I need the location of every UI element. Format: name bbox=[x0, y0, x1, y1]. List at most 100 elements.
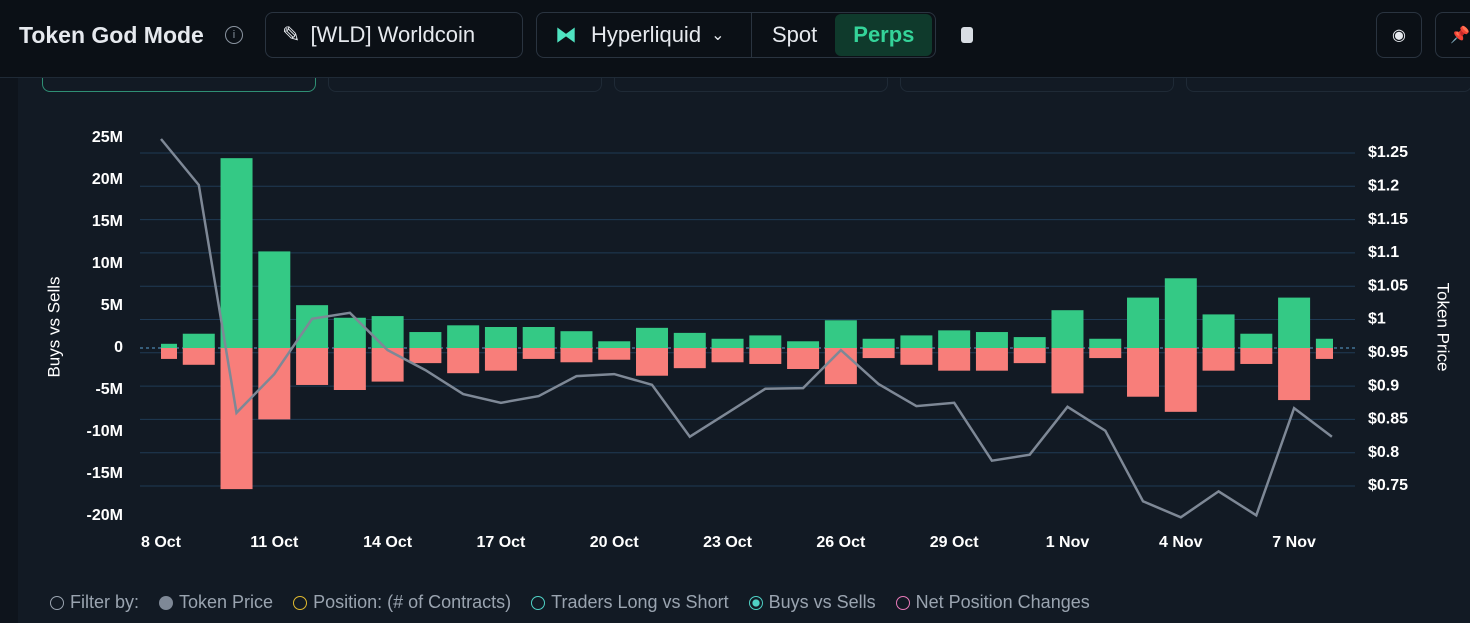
exchange-name: Hyperliquid bbox=[591, 22, 702, 47]
bar bbox=[1164, 278, 1197, 348]
token-selector[interactable]: ✎ [WLD] Worldcoin bbox=[265, 12, 523, 58]
bar bbox=[900, 348, 933, 365]
bar bbox=[1089, 338, 1122, 348]
bar bbox=[824, 320, 857, 348]
bar bbox=[296, 348, 329, 385]
bar bbox=[900, 335, 933, 348]
bar bbox=[560, 348, 593, 363]
y2-tick-label: $1.1 bbox=[1368, 244, 1399, 261]
bar bbox=[1089, 348, 1122, 359]
bar bbox=[409, 348, 442, 364]
tab[interactable]: Spot bbox=[772, 22, 818, 47]
y2-tick-label: $0.9 bbox=[1368, 377, 1399, 394]
bar bbox=[1315, 348, 1333, 359]
copy-icon[interactable] bbox=[961, 27, 973, 43]
chart: Buys vs Sells Token Price $0.75 $0.8 $0.85… bbox=[44, 129, 1453, 551]
y2-tick-label: $0.85 bbox=[1368, 411, 1408, 428]
pin-button[interactable]: 📌 bbox=[1435, 12, 1470, 58]
bar bbox=[447, 348, 480, 374]
y-tick-label: 15M bbox=[92, 213, 123, 230]
x-tick-label: 8 Oct bbox=[141, 534, 182, 551]
tab-stub bbox=[614, 78, 888, 92]
y-tick-label: 25M bbox=[92, 129, 123, 146]
token-name: [WLD] Worldcoin bbox=[310, 22, 476, 47]
bar bbox=[1164, 348, 1197, 412]
y-tick-label: -10M bbox=[87, 423, 123, 440]
bar bbox=[711, 348, 744, 363]
filter-text: Traders Long vs Short bbox=[551, 592, 729, 612]
y-tick-label: 5M bbox=[101, 297, 123, 314]
y2-tick-label: $1.2 bbox=[1368, 178, 1399, 195]
price-line bbox=[160, 138, 1333, 519]
x-tick-label: 23 Oct bbox=[703, 534, 753, 551]
bar bbox=[787, 348, 820, 369]
bar bbox=[862, 348, 895, 359]
x-tick-label: 29 Oct bbox=[930, 534, 980, 551]
y2-axis-label: Token Price bbox=[1434, 283, 1453, 372]
filter-text: Position: (# of Contracts) bbox=[313, 592, 512, 612]
y-axis-label: Buys vs Sells bbox=[44, 276, 63, 377]
bar bbox=[598, 341, 631, 348]
exchange-group: ⧓ Hyperliquid ⌄ Spot Perps bbox=[536, 12, 936, 58]
top-bar: Token God Mode i ✎ [WLD] Worldcoin ⧓ Hyper… bbox=[0, 0, 1470, 78]
filter-text: Net Position Changes bbox=[915, 592, 1090, 612]
x-tick-label: 26 Oct bbox=[816, 534, 866, 551]
bar bbox=[333, 348, 366, 390]
bar bbox=[1278, 348, 1311, 401]
bar bbox=[182, 333, 215, 348]
bar bbox=[1013, 348, 1046, 364]
bar bbox=[484, 348, 517, 371]
bar bbox=[161, 348, 177, 359]
bar bbox=[673, 348, 706, 369]
plot bbox=[161, 158, 1333, 490]
bar bbox=[1051, 310, 1084, 348]
y-tick-label: -5M bbox=[95, 381, 123, 398]
filter-label-text: Filter by: bbox=[70, 592, 140, 612]
bar bbox=[522, 327, 555, 348]
filter-text: Buys vs Sells bbox=[768, 592, 876, 612]
bar bbox=[749, 335, 782, 348]
bar bbox=[1240, 348, 1273, 364]
x-tick-label: 20 Oct bbox=[590, 534, 640, 551]
bar bbox=[824, 348, 857, 385]
y2-tick-label: $0.95 bbox=[1368, 344, 1408, 361]
filter-option[interactable]: Token Price bbox=[159, 592, 273, 613]
eye-button[interactable]: ◉ bbox=[1376, 12, 1422, 58]
bar bbox=[1202, 314, 1235, 348]
exchange-selector[interactable]: ⧓ Hyperliquid ⌄ bbox=[537, 13, 752, 57]
filter-option[interactable]: Buys vs Sells bbox=[748, 592, 876, 613]
page-title: Token God Mode bbox=[19, 22, 204, 48]
y2-tick-label: $0.8 bbox=[1368, 444, 1399, 461]
tab-active[interactable]: Perps bbox=[835, 14, 933, 56]
y2-tick-label: $1.15 bbox=[1368, 211, 1408, 228]
bar bbox=[1013, 337, 1046, 348]
info-icon[interactable]: i bbox=[225, 26, 243, 44]
filter-label: Filter by: bbox=[50, 592, 139, 613]
bar bbox=[161, 343, 177, 348]
bar bbox=[220, 158, 253, 348]
y2-tick-label: $1 bbox=[1368, 311, 1386, 328]
y-tick-label: -20M bbox=[87, 507, 123, 524]
x-tick-label: 4 Nov bbox=[1159, 534, 1203, 551]
y-tick-label: 0 bbox=[114, 339, 123, 356]
filter-option[interactable]: Net Position Changes bbox=[895, 592, 1090, 613]
filter-bar: Filter by: Token Price Position: (# of C… bbox=[50, 592, 1090, 613]
x-tick-label: 11 Oct bbox=[250, 534, 299, 551]
tab-stub bbox=[42, 78, 316, 92]
tab-stub bbox=[1186, 78, 1470, 92]
x-tick-label: 7 Nov bbox=[1272, 534, 1316, 551]
bar bbox=[938, 348, 971, 371]
y-tick-label: 20M bbox=[92, 171, 123, 188]
filter-option[interactable]: Traders Long vs Short bbox=[531, 592, 729, 613]
y2-tick-label: $1.25 bbox=[1368, 144, 1408, 161]
y2-tick-label: $1.05 bbox=[1368, 277, 1408, 294]
bar bbox=[862, 338, 895, 348]
bar bbox=[711, 338, 744, 348]
bar bbox=[371, 348, 404, 382]
filter-option[interactable]: Position: (# of Contracts) bbox=[293, 592, 511, 613]
bar bbox=[1240, 333, 1273, 348]
bar bbox=[1315, 338, 1333, 348]
bar bbox=[522, 348, 555, 359]
bar bbox=[409, 332, 442, 348]
